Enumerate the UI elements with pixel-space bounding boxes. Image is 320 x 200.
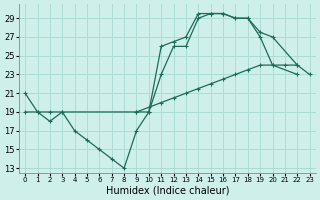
- X-axis label: Humidex (Indice chaleur): Humidex (Indice chaleur): [106, 186, 229, 196]
